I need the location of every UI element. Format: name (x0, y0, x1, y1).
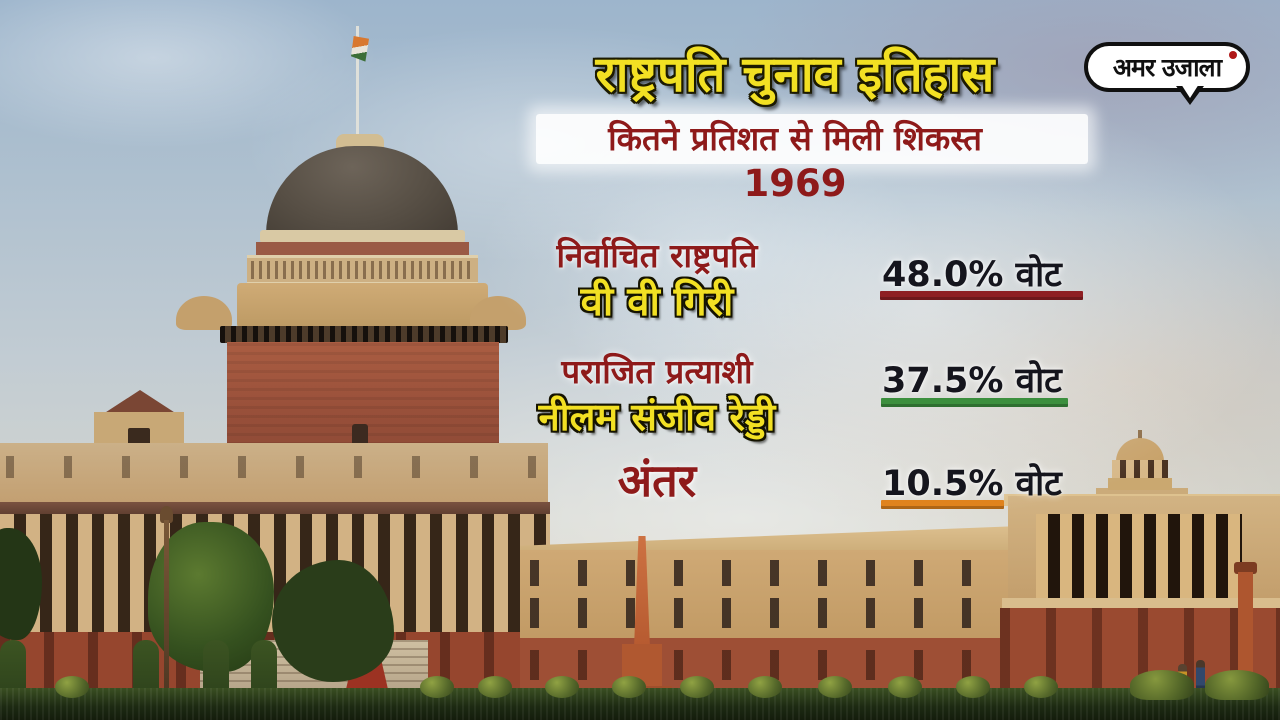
topiary-ball (748, 676, 782, 698)
row-margin-label: अंतर (462, 454, 852, 507)
dome-drum (237, 283, 488, 328)
topiary-ball (545, 676, 579, 698)
dome-perforated-drum (247, 255, 478, 285)
amar-ujala-logo-text: अमर उजाला (1112, 52, 1222, 82)
election-year: 1969 (743, 162, 847, 205)
topiary-ball (680, 676, 714, 698)
chhatri-base (1108, 478, 1172, 490)
speech-bubble-tail-fill (1181, 84, 1199, 107)
facade-windows (6, 456, 541, 478)
topiary-ball (818, 676, 852, 698)
topiary-ball (888, 676, 922, 698)
central-wing-base-windows (530, 650, 1012, 680)
row-margin-value: 10.5% वोट (882, 464, 1062, 504)
dome-cornice (220, 326, 508, 343)
value-underline-orange (881, 500, 1004, 509)
value-underline-green (881, 398, 1068, 407)
value-underline-red (880, 291, 1083, 300)
row-defeated-candidate-label: पराजित प्रत्याशी नीलम संजीव रेड्डी (462, 352, 852, 439)
row-elected-president-value: 48.0% वोट (882, 255, 1062, 295)
candidate-name-text: नीलम संजीव रेड्डी (538, 394, 776, 439)
dark-bush (272, 560, 394, 682)
topiary-ball (55, 676, 89, 698)
lamppost (164, 520, 169, 692)
topiary-ball (420, 676, 454, 698)
garden-bush (1130, 670, 1194, 700)
chhatri-pillars (1112, 460, 1168, 480)
right-portico-columns (1036, 514, 1242, 600)
dome-band-red (256, 242, 469, 256)
row-defeated-candidate-value: 37.5% वोट (882, 361, 1062, 401)
central-wing-windows-lower (530, 598, 1012, 628)
topiary-ball (612, 676, 646, 698)
row-elected-president-label: निर्वाचित राष्ट्रपति वी वी गिरी (462, 236, 852, 325)
candidate-name-text: वी वी गिरी (580, 278, 734, 325)
amar-ujala-logo: अमर उजाला (1084, 42, 1250, 105)
garden-bush (1205, 670, 1269, 700)
topiary-ball (1024, 676, 1058, 698)
central-wing-windows-upper (530, 560, 1012, 586)
topiary-ball (956, 676, 990, 698)
row-category-text: अंतर (617, 454, 697, 507)
row-category-text: निर्वाचित राष्ट्रपति (556, 236, 758, 275)
logo-red-dot-icon (1229, 51, 1237, 59)
page-subtitle: कितने प्रतिशत से मिली शिकस्त (608, 119, 982, 158)
topiary-ball (478, 676, 512, 698)
page-title: राष्ट्रपति चुनाव इतिहास (595, 46, 995, 103)
row-category-text: पराजित प्रत्याशी (561, 352, 753, 391)
